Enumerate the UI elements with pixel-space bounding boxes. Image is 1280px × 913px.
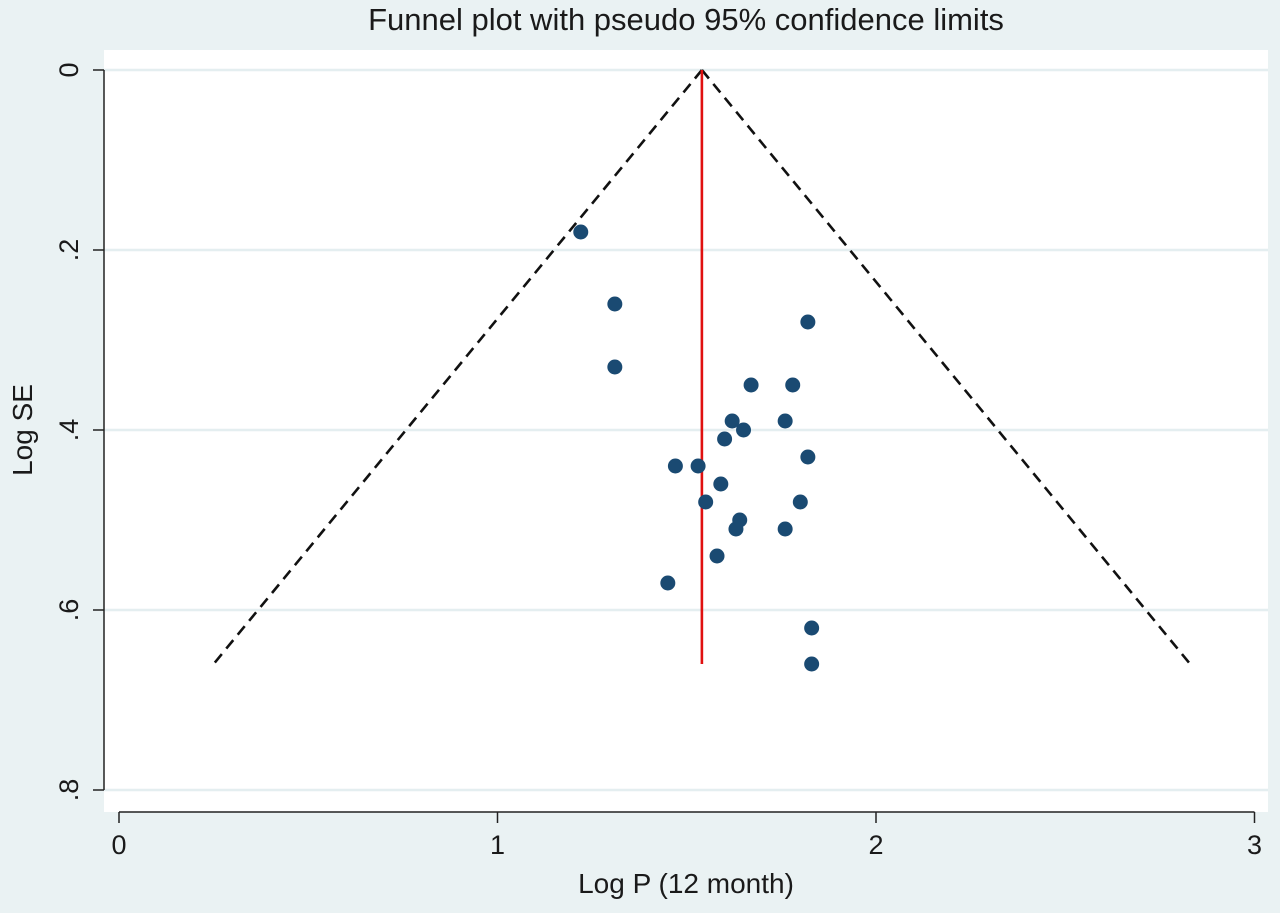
data-point [804,656,820,672]
funnel-limits [212,69,1192,665]
data-point [690,458,706,474]
data-points [573,224,820,672]
data-point [573,224,589,240]
data-point [709,548,725,564]
y-tick-label: .2 [54,239,84,262]
x-axis-label: Log P (12 month) [578,868,794,899]
y-tick-label: .8 [54,779,84,802]
gridlines [104,68,1268,792]
data-point [698,494,714,510]
data-point [660,575,676,591]
data-point [743,377,759,393]
data-point [607,296,623,312]
tick-labels: 0 1 2 3 0 .2 .4 .6 .8 [54,62,1262,860]
data-point [736,422,752,438]
data-point [728,521,744,537]
data-point [792,494,808,510]
data-point [777,521,793,537]
data-point [777,413,793,429]
chart-title: Funnel plot with pseudo 95% confidence l… [368,2,1004,37]
y-axis-label: Log SE [7,384,38,476]
data-point [667,458,683,474]
axes [93,69,1256,823]
data-point [804,620,820,636]
x-tick-label: 3 [1247,830,1262,860]
data-point [724,413,740,429]
funnel-right-limit [700,69,1192,665]
x-tick-label: 1 [490,830,505,860]
data-point [800,449,816,465]
y-tick-label: .4 [54,419,84,442]
data-point [785,377,801,393]
data-point [800,314,816,330]
y-tick-label: 0 [54,62,84,77]
data-point [607,359,623,375]
data-point [713,476,729,492]
x-tick-label: 2 [868,830,883,860]
x-tick-label: 0 [111,830,126,860]
funnel-left-limit [212,69,703,665]
y-tick-label: .6 [54,599,84,622]
data-point [717,431,733,447]
